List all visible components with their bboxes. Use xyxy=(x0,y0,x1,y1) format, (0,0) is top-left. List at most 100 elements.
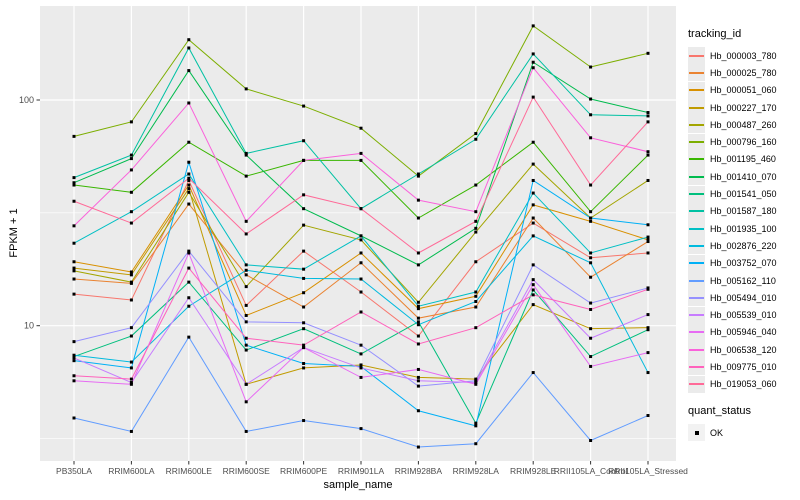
data-point xyxy=(589,307,593,311)
data-point xyxy=(646,150,650,154)
legend-key-line xyxy=(689,296,704,299)
data-point xyxy=(416,304,420,308)
data-point xyxy=(531,288,535,292)
data-point xyxy=(244,174,248,178)
data-point xyxy=(244,153,248,157)
x-tick-label: RRIM600SE xyxy=(223,466,271,476)
data-point xyxy=(187,140,191,144)
data-point xyxy=(531,191,535,195)
data-point xyxy=(359,234,363,238)
data-point xyxy=(129,221,133,225)
legend-key-swatch xyxy=(688,150,705,168)
data-point xyxy=(474,290,478,294)
data-point xyxy=(416,300,420,304)
legend-key-swatch xyxy=(688,272,705,289)
legend-entry: Hb_002876_220 xyxy=(688,237,800,255)
data-point xyxy=(72,224,76,228)
legend-entry: Hb_005539_010 xyxy=(688,306,800,324)
data-point xyxy=(129,280,133,284)
data-point xyxy=(416,334,420,338)
data-point xyxy=(531,303,535,307)
data-point xyxy=(302,276,306,280)
data-point xyxy=(72,292,76,296)
legend-key-line xyxy=(689,141,704,144)
legend-entry: Hb_019053_060 xyxy=(688,375,800,393)
x-tick-label: RRIM928BA xyxy=(395,466,443,476)
data-point xyxy=(302,139,306,143)
data-point xyxy=(531,178,535,182)
data-point xyxy=(359,310,363,314)
data-point xyxy=(531,263,535,267)
legend-entry: Hb_000796_160 xyxy=(688,133,800,151)
data-point xyxy=(646,328,650,332)
data-point xyxy=(187,249,191,253)
legend-entry-label: Hb_000051_060 xyxy=(710,85,777,96)
data-point xyxy=(359,261,363,265)
data-point xyxy=(531,203,535,207)
data-point xyxy=(302,362,306,366)
data-point xyxy=(359,277,363,281)
data-point xyxy=(359,290,363,294)
legend-entry: Hb_005494_010 xyxy=(688,289,800,307)
legend-key-swatch xyxy=(688,116,705,134)
data-point xyxy=(129,326,133,330)
data-point xyxy=(474,421,478,425)
legend-key-line xyxy=(689,227,704,230)
data-point xyxy=(589,336,593,340)
data-point xyxy=(129,273,133,277)
data-point xyxy=(359,427,363,431)
data-point xyxy=(359,151,363,155)
data-point xyxy=(646,326,650,330)
x-tick-label: RRIM600LE xyxy=(166,466,213,476)
data-point xyxy=(187,335,191,339)
legend-color-entries: Hb_000003_780 Hb_000025_780 Hb_000051_060 H… xyxy=(688,47,800,393)
data-point xyxy=(129,298,133,302)
data-point xyxy=(474,230,478,234)
data-point xyxy=(244,268,248,272)
data-point xyxy=(416,375,420,379)
legend-entry: Hb_005946_040 xyxy=(688,323,800,341)
legend-key-line xyxy=(689,348,704,351)
legend-key-swatch xyxy=(688,47,705,65)
data-point xyxy=(302,207,306,211)
data-point xyxy=(129,190,133,194)
data-point xyxy=(359,238,363,242)
legend-key-line xyxy=(689,193,704,196)
data-point xyxy=(359,366,363,370)
data-point xyxy=(244,87,248,91)
data-point xyxy=(129,334,133,338)
data-point xyxy=(72,241,76,245)
data-point xyxy=(589,256,593,260)
data-point xyxy=(531,278,535,282)
data-point xyxy=(589,113,593,117)
data-point xyxy=(416,320,420,324)
legend-entry: Hb_000025_780 xyxy=(688,64,800,82)
data-point xyxy=(72,199,76,203)
legend-entry-label: Hb_005162_110 xyxy=(710,275,776,286)
data-point xyxy=(416,342,420,346)
legend-entry-label: Hb_003752_070 xyxy=(710,258,777,269)
legend-entry-label: Hb_001410_070 xyxy=(710,171,777,182)
x-tick-label: RRIM600PE xyxy=(280,466,328,476)
legend-key-swatch xyxy=(688,133,705,151)
legend-entry-label: Hb_001541_050 xyxy=(710,189,777,200)
data-point xyxy=(474,260,478,264)
data-point xyxy=(187,266,191,270)
data-point xyxy=(302,267,306,271)
data-point xyxy=(302,366,306,370)
legend-key-swatch xyxy=(688,254,705,272)
data-point xyxy=(416,323,420,327)
legend-entry-label: Hb_005946_040 xyxy=(710,327,777,338)
data-point xyxy=(646,238,650,242)
data-point xyxy=(302,419,306,423)
legend-key-swatch xyxy=(688,341,705,359)
data-point xyxy=(646,153,650,157)
data-point xyxy=(302,305,306,309)
x-tick-label: RRIM928LA xyxy=(453,466,500,476)
legend-key-swatch xyxy=(688,358,705,376)
legend-entry: Hb_001410_070 xyxy=(688,168,800,186)
data-point xyxy=(129,381,133,385)
data-point xyxy=(244,320,248,324)
data-point xyxy=(474,305,478,309)
legend-key-swatch xyxy=(688,64,705,82)
